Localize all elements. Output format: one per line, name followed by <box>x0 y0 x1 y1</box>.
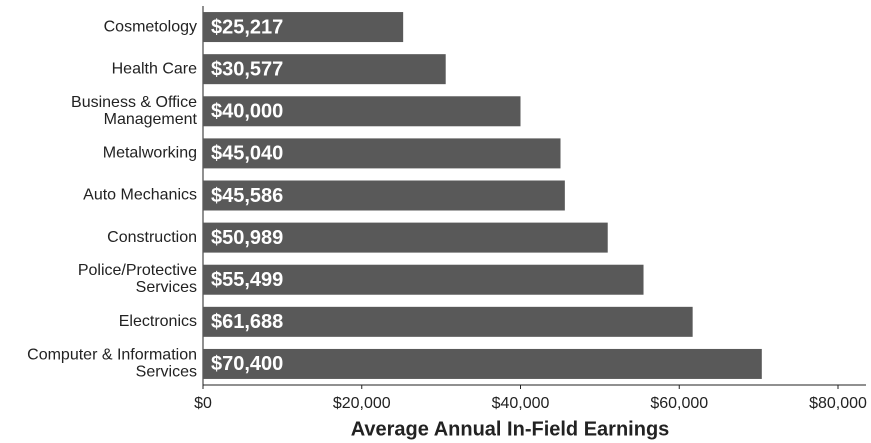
value-label: $61,688 <box>211 311 283 333</box>
value-label: $70,400 <box>211 353 283 375</box>
bar <box>203 306 693 337</box>
y-tick-label: Metalworking <box>103 145 197 162</box>
y-tick-label: Auto Mechanics <box>83 187 197 204</box>
x-tick-label: $20,000 <box>333 395 391 412</box>
value-label: $40,000 <box>211 101 283 123</box>
value-label: $25,217 <box>211 16 283 38</box>
y-tick-label: Cosmetology <box>104 18 197 35</box>
bar <box>203 222 608 253</box>
bar <box>203 180 565 211</box>
value-label: $45,040 <box>211 143 283 165</box>
bar <box>203 348 762 379</box>
bar <box>203 264 644 295</box>
bar <box>203 138 561 169</box>
y-tick-label: Electronics <box>119 313 197 330</box>
y-tick-label: Construction <box>107 229 197 246</box>
bar <box>203 96 521 127</box>
x-tick-label: $0 <box>194 395 212 412</box>
bar <box>203 54 446 85</box>
value-label: $30,577 <box>211 58 283 80</box>
value-label: $45,586 <box>211 185 283 207</box>
x-tick-label: $80,000 <box>809 395 867 412</box>
x-axis-label: Average Annual In-Field Earnings <box>351 418 670 440</box>
value-label: $50,989 <box>211 227 283 249</box>
y-tick-label: Business & Office Management <box>71 94 198 128</box>
y-tick-label: Police/Protective Services <box>78 262 197 296</box>
x-tick-label: $60,000 <box>650 395 708 412</box>
x-tick-label: $40,000 <box>492 395 550 412</box>
y-tick-label: Health Care <box>112 60 197 77</box>
bar <box>203 12 404 43</box>
y-tick-label: Computer & Information Services <box>27 347 197 381</box>
value-label: $55,499 <box>211 269 283 291</box>
